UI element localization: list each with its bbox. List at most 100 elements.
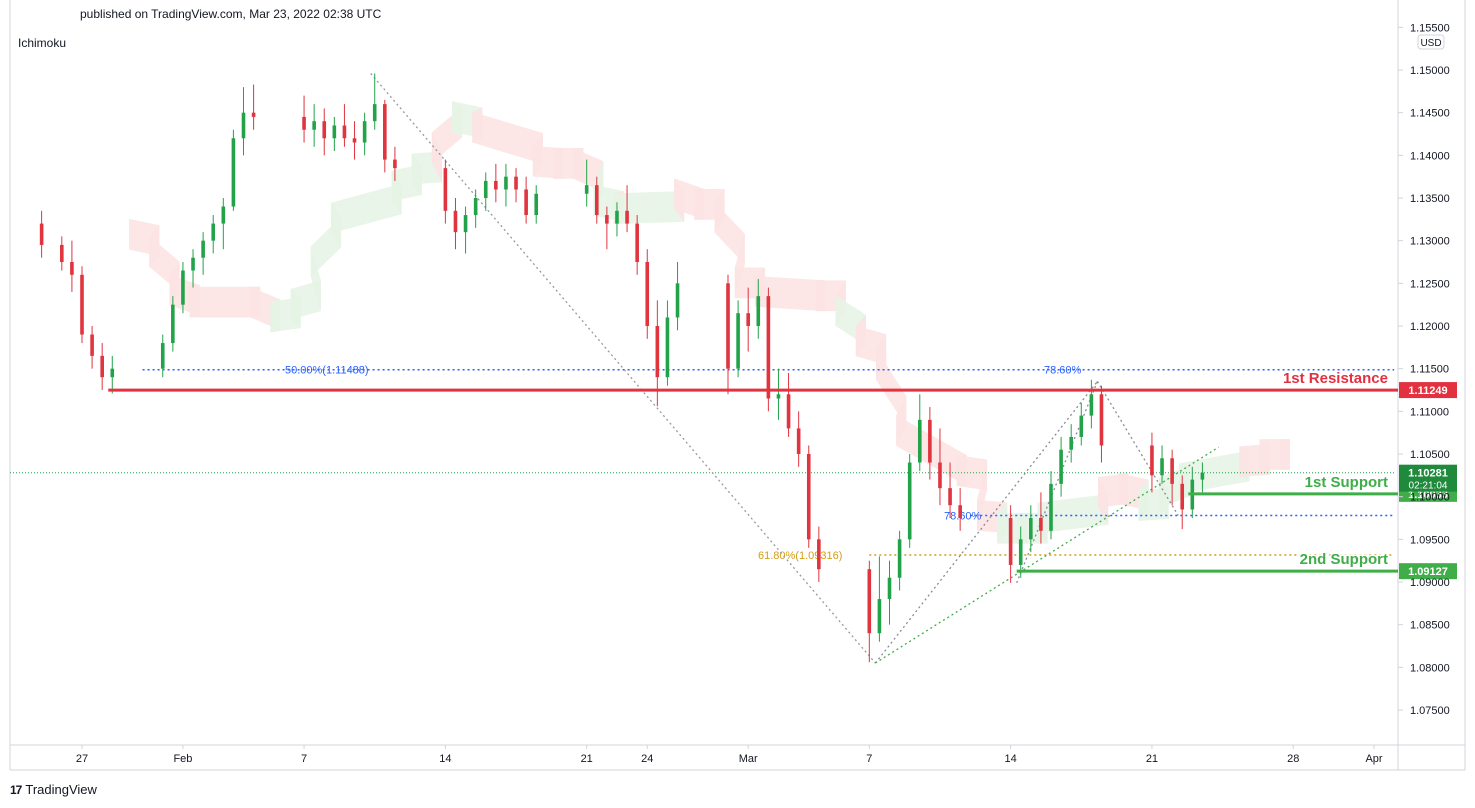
candle-body [342, 125, 347, 139]
cloud-segment [714, 201, 745, 265]
candle-body [473, 198, 478, 216]
candle-body [796, 428, 801, 454]
candle-body [948, 488, 952, 506]
candle-body [887, 577, 892, 600]
y-tick-label: 1.08000 [1410, 662, 1450, 674]
candle-body [39, 223, 44, 245]
candle-body [1049, 483, 1053, 531]
candle-body [191, 257, 195, 271]
y-tick-label: 1.12000 [1410, 321, 1450, 333]
candle-body [917, 419, 922, 463]
candle-body [786, 394, 791, 429]
candle-body [907, 462, 912, 540]
price-axis[interactable]: 1.15500 1.15000 1.14500 1.14000 1.13500 1.130… [1398, 22, 1457, 717]
candle-body [494, 180, 498, 190]
candle-body [483, 180, 488, 198]
x-tick-label: Feb [173, 753, 192, 765]
trend-line-3 [1016, 381, 1099, 584]
cloud-segment [290, 280, 321, 320]
y-tick-label: 1.15500 [1410, 22, 1450, 34]
candle-body [766, 296, 771, 399]
current-price-tag [1399, 464, 1457, 492]
candle-body [534, 193, 539, 216]
candle-body [80, 274, 84, 335]
level-label-2: 2nd Support [1300, 551, 1388, 568]
y-tick-label: 1.09500 [1410, 534, 1450, 546]
candle-body [372, 104, 377, 122]
x-tick-label: 28 [1287, 753, 1299, 765]
trend-lines[interactable] [370, 72, 1219, 664]
cloud-segment [876, 349, 907, 427]
cloud-segment [472, 111, 543, 164]
candle-body [756, 296, 761, 326]
candle-body [635, 223, 639, 262]
candle-body [776, 394, 781, 399]
support-resistance-levels[interactable]: 1st Resistance 1.11249 1st Support 1.10033 2… [108, 369, 1457, 580]
level-price-label-1: 1.10033 [1408, 489, 1448, 501]
candle-body [746, 313, 750, 326]
tradingview-brand[interactable]: 17 TradingView [10, 782, 97, 797]
y-tick-label: 1.07500 [1410, 705, 1450, 717]
y-tick-label: 1.10000 [1410, 492, 1450, 504]
cloud-segment [754, 276, 826, 312]
y-tick-label: 1.15000 [1410, 65, 1450, 77]
candle-body [817, 539, 821, 570]
candle-body [332, 125, 337, 139]
x-tick-label: 7 [301, 753, 307, 765]
candle-body [1180, 483, 1185, 510]
candle-body [362, 121, 367, 143]
cloud-segment [613, 191, 685, 225]
candle-body [1089, 394, 1094, 416]
x-tick-label: 14 [1005, 753, 1017, 765]
candle-body [1099, 394, 1104, 446]
trend-line-4 [1096, 381, 1179, 516]
level-label-0: 1st Resistance [1283, 370, 1388, 387]
currency-label: USD [1420, 38, 1441, 49]
y-tick-label: 1.11000 [1410, 406, 1449, 418]
candle-body [181, 270, 185, 305]
fib-label-1: 78.60% [1044, 365, 1082, 377]
x-tick-label: Apr [1365, 753, 1382, 765]
cloud-segment [1279, 439, 1290, 470]
candle-body [251, 112, 256, 117]
candle-body [241, 112, 246, 139]
candle-body [453, 210, 458, 233]
candle-body [1200, 472, 1205, 480]
y-tick-label: 1.09000 [1410, 577, 1450, 589]
candle-body [928, 419, 932, 463]
fib-label-3: 61.80%(1.09316) [758, 550, 842, 562]
level-price-tag-0 [1399, 382, 1457, 399]
currency-badge [1417, 34, 1445, 50]
candle-body [70, 262, 74, 275]
candle-body [675, 283, 680, 318]
candle-body [1150, 445, 1154, 476]
y-tick-label: 1.12500 [1410, 278, 1450, 290]
y-tick-label: 1.14500 [1410, 108, 1450, 120]
candle-body [100, 355, 104, 378]
candle-body [524, 189, 528, 216]
indicator-label[interactable]: Ichimoku [18, 36, 67, 50]
x-tick-label: Mar [739, 753, 758, 765]
published-info: published on TradingView.com, Mar 23, 20… [80, 7, 382, 21]
candle-body [938, 462, 942, 489]
candle-body [463, 215, 468, 233]
time-axis[interactable]: 27 Feb 7 14 21 24 Mar 7 14 21 28 Apr [76, 745, 1383, 765]
candle-body [645, 262, 650, 326]
candle-body [383, 104, 387, 160]
candle-body [393, 159, 397, 169]
candle-body [877, 599, 882, 634]
fib-label-0: 50.00%(1.11488) [285, 365, 369, 377]
candle-body [1160, 458, 1164, 476]
candlesticks [39, 73, 1205, 663]
cloud-segment [1037, 494, 1109, 534]
candle-body [322, 121, 327, 139]
fib-label-2: 78.60% [944, 510, 982, 522]
candle-body [625, 210, 629, 224]
candle-body [160, 343, 165, 369]
x-tick-label: 21 [1146, 753, 1158, 765]
x-tick-label: 21 [581, 753, 593, 765]
x-tick-label: 27 [76, 753, 88, 765]
candle-body [605, 215, 609, 224]
y-tick-label: 1.13500 [1410, 193, 1450, 205]
